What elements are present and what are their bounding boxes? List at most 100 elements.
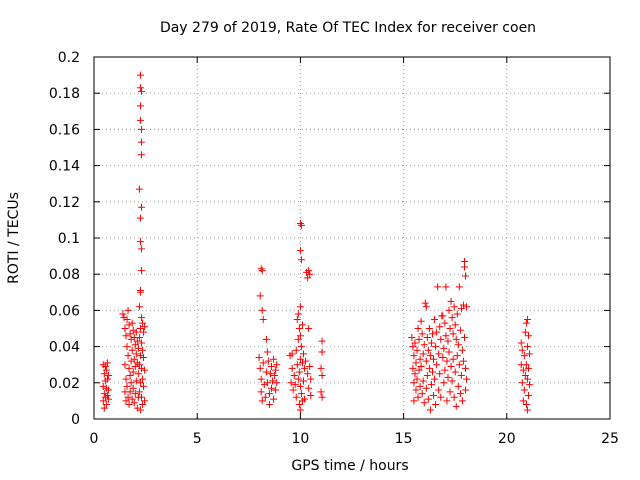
x-tick-label: 0: [90, 431, 99, 447]
data-point: [288, 364, 296, 372]
data-point: [134, 344, 142, 352]
data-point: [521, 328, 529, 336]
data-point: [141, 397, 149, 405]
data-point: [520, 352, 528, 360]
data-point: [418, 330, 426, 338]
data-point: [257, 375, 265, 383]
data-point: [295, 401, 303, 409]
data-point: [121, 325, 129, 332]
data-point: [123, 343, 131, 351]
data-point: [120, 314, 128, 322]
data-point: [427, 339, 435, 347]
y-tick-label: 0: [71, 412, 80, 428]
data-point: [460, 263, 468, 271]
data-point: [408, 334, 416, 342]
data-point: [264, 357, 272, 365]
data-point: [413, 346, 421, 354]
data-point: [445, 348, 453, 356]
data-point: [263, 348, 271, 356]
data-point: [424, 346, 432, 354]
data-point: [104, 386, 112, 394]
data-point: [418, 390, 426, 398]
data-point: [447, 297, 455, 305]
data-point: [460, 334, 468, 342]
data-point: [139, 401, 147, 409]
data-point: [272, 366, 280, 374]
data-point: [137, 125, 145, 133]
data-point: [133, 404, 141, 412]
x-axis-title: GPS time / hours: [291, 458, 408, 474]
data-point: [317, 388, 325, 396]
data-point: [298, 359, 306, 367]
data-point: [458, 397, 466, 405]
data-point: [100, 404, 108, 412]
data-point: [459, 357, 467, 365]
data-point: [463, 375, 471, 383]
data-point: [443, 397, 451, 405]
data-point: [415, 335, 423, 343]
data-point: [410, 352, 418, 360]
data-point: [297, 343, 305, 351]
data-point: [426, 352, 434, 360]
data-point: [459, 301, 467, 309]
data-point: [259, 315, 267, 323]
data-point: [265, 390, 273, 398]
data-point: [442, 283, 450, 291]
data-point: [135, 303, 143, 311]
data-point: [99, 397, 107, 405]
data-point: [124, 352, 132, 360]
data-point: [137, 267, 145, 275]
data-point: [136, 71, 144, 79]
data-point: [268, 384, 276, 392]
data-point: [453, 352, 461, 360]
data-point: [127, 335, 135, 343]
data-point: [256, 292, 264, 300]
data-point: [422, 384, 430, 392]
data-point: [521, 372, 529, 380]
data-point: [99, 382, 107, 390]
data-point: [137, 151, 145, 159]
data-point: [318, 348, 326, 356]
data-point: [306, 363, 314, 371]
data-point: [307, 391, 315, 399]
data-point: [103, 359, 111, 367]
data-point: [273, 379, 281, 387]
data-point: [295, 368, 303, 376]
y-tick-label: 0.08: [49, 267, 80, 283]
data-point: [412, 359, 420, 367]
data-point: [421, 299, 429, 307]
data-point: [423, 334, 431, 342]
data-point: [136, 406, 144, 414]
data-point: [272, 386, 280, 394]
data-point: [141, 323, 149, 331]
data-point: [293, 315, 301, 323]
data-point: [256, 364, 264, 372]
data-point: [454, 382, 462, 390]
data-point: [419, 350, 427, 358]
data-point: [297, 221, 305, 229]
data-point: [432, 343, 440, 351]
data-point: [455, 361, 463, 369]
data-point: [102, 401, 110, 409]
data-point: [415, 366, 423, 374]
data-point: [441, 366, 449, 374]
data-point: [121, 361, 129, 369]
data-point: [137, 364, 145, 372]
data-point: [444, 337, 452, 345]
data-point: [519, 366, 527, 374]
data-point: [266, 370, 274, 378]
data-point: [519, 397, 527, 405]
data-point: [258, 267, 266, 275]
data-point: [424, 395, 432, 403]
data-point: [430, 391, 438, 399]
data-point: [136, 286, 144, 294]
data-point: [296, 382, 304, 390]
data-point: [258, 397, 266, 405]
data-point: [100, 390, 108, 398]
data-point: [270, 395, 278, 403]
data-point: [136, 325, 144, 332]
data-point: [456, 390, 464, 398]
data-point: [457, 305, 465, 313]
data-point: [296, 220, 304, 228]
